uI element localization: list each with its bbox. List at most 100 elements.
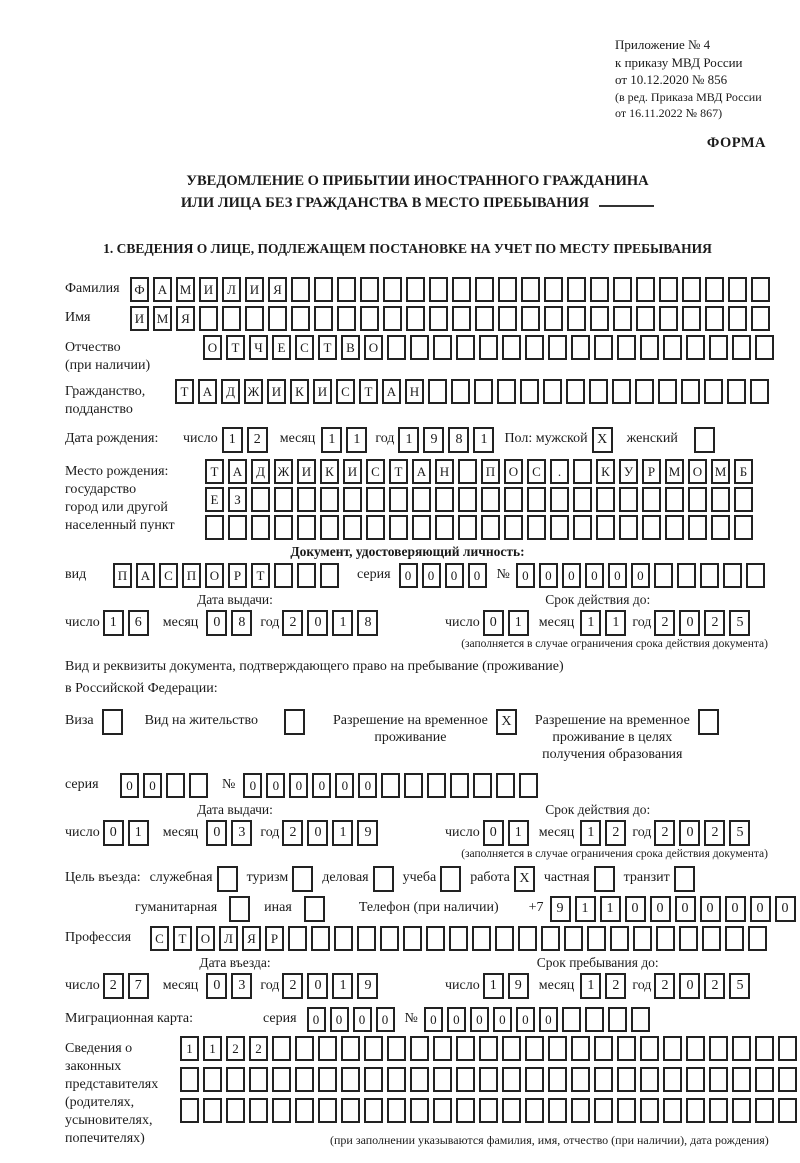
char-cell bbox=[428, 378, 447, 404]
char-cell: X bbox=[513, 865, 535, 892]
char-cell: 0 bbox=[561, 562, 581, 588]
char-cell bbox=[673, 865, 695, 892]
char-cell bbox=[617, 334, 636, 360]
char-cell: 1 bbox=[346, 426, 368, 453]
char-cell: И bbox=[267, 378, 286, 404]
char-cell: 9 bbox=[357, 972, 379, 999]
char-cell bbox=[587, 925, 606, 951]
char-cell: 0 bbox=[444, 562, 464, 588]
char-cell bbox=[320, 562, 339, 588]
char-cell: 0 bbox=[482, 819, 504, 846]
char-cell: Т bbox=[359, 378, 378, 404]
char-cell bbox=[697, 708, 719, 735]
char-cell: 1 bbox=[580, 972, 602, 999]
char-cell: 1 bbox=[507, 819, 529, 846]
char-cell bbox=[474, 378, 493, 404]
char-cell bbox=[410, 334, 429, 360]
char-cell bbox=[456, 1035, 475, 1061]
char-cell bbox=[525, 1066, 544, 1092]
char-cell bbox=[364, 1097, 383, 1123]
purpose-option-transit: транзит bbox=[624, 865, 695, 892]
char-cell bbox=[481, 486, 500, 512]
purpose-humanitarian-checkbox bbox=[229, 895, 251, 922]
char-cell: А bbox=[412, 458, 431, 484]
char-cell bbox=[732, 1066, 751, 1092]
visa-checkbox bbox=[101, 708, 123, 735]
char-cell bbox=[525, 334, 544, 360]
char-cell: 2 bbox=[246, 426, 268, 453]
char-cell bbox=[659, 305, 678, 331]
char-cell: . bbox=[550, 458, 569, 484]
char-cell: 0 bbox=[538, 1006, 558, 1032]
char-cell bbox=[686, 1097, 705, 1123]
char-cell bbox=[748, 925, 767, 951]
char-cell bbox=[594, 334, 613, 360]
char-cell: 0 bbox=[607, 562, 627, 588]
char-cell: К bbox=[320, 458, 339, 484]
residence-series-label: серия bbox=[65, 776, 99, 792]
char-cell bbox=[613, 276, 632, 302]
char-cell: 0 bbox=[538, 562, 558, 588]
char-cell bbox=[502, 1035, 521, 1061]
char-cell bbox=[566, 378, 585, 404]
identity-issue-header: Дата выдачи: bbox=[197, 591, 273, 607]
edu-permit-option: Разрешение на временное проживание в цел… bbox=[535, 708, 719, 763]
char-cell bbox=[456, 1097, 475, 1123]
char-cell: Я bbox=[242, 925, 261, 951]
char-cell bbox=[303, 895, 325, 922]
char-cell bbox=[548, 1035, 567, 1061]
char-cell: М bbox=[153, 305, 172, 331]
char-cell: З bbox=[228, 486, 247, 512]
char-cell bbox=[640, 1035, 659, 1061]
char-cell bbox=[734, 514, 753, 540]
char-cell bbox=[520, 378, 539, 404]
char-cell bbox=[318, 1097, 337, 1123]
char-cell: 0 bbox=[624, 895, 646, 922]
char-cell: 2 bbox=[226, 1035, 245, 1061]
char-cell bbox=[383, 276, 402, 302]
char-cell: Л bbox=[219, 925, 238, 951]
char-cell: Р bbox=[265, 925, 284, 951]
char-cell: 5 bbox=[729, 609, 751, 636]
char-cell bbox=[297, 486, 316, 512]
char-cell bbox=[433, 1035, 452, 1061]
char-cell: В bbox=[341, 334, 360, 360]
char-cell bbox=[380, 925, 399, 951]
char-cell bbox=[550, 514, 569, 540]
char-cell bbox=[450, 772, 470, 798]
char-cell bbox=[295, 1066, 314, 1092]
char-cell bbox=[550, 486, 569, 512]
char-cell: Т bbox=[173, 925, 192, 951]
char-cell bbox=[479, 334, 498, 360]
char-cell bbox=[688, 486, 707, 512]
purpose-option-work: работа X bbox=[470, 865, 535, 892]
char-cell: Н bbox=[435, 458, 454, 484]
char-cell bbox=[203, 1066, 222, 1092]
purpose-other-checkbox bbox=[303, 895, 325, 922]
purpose-commercial-checkbox bbox=[372, 865, 394, 892]
char-cell bbox=[458, 458, 477, 484]
char-cell bbox=[541, 925, 560, 951]
representatives-line2 bbox=[180, 1066, 797, 1092]
char-cell: 1 bbox=[507, 609, 529, 636]
char-cell bbox=[297, 514, 316, 540]
char-cell: М bbox=[176, 276, 195, 302]
char-cell bbox=[728, 305, 747, 331]
char-cell bbox=[544, 305, 563, 331]
char-cell bbox=[199, 305, 218, 331]
char-cell bbox=[640, 1097, 659, 1123]
char-cell bbox=[496, 772, 516, 798]
